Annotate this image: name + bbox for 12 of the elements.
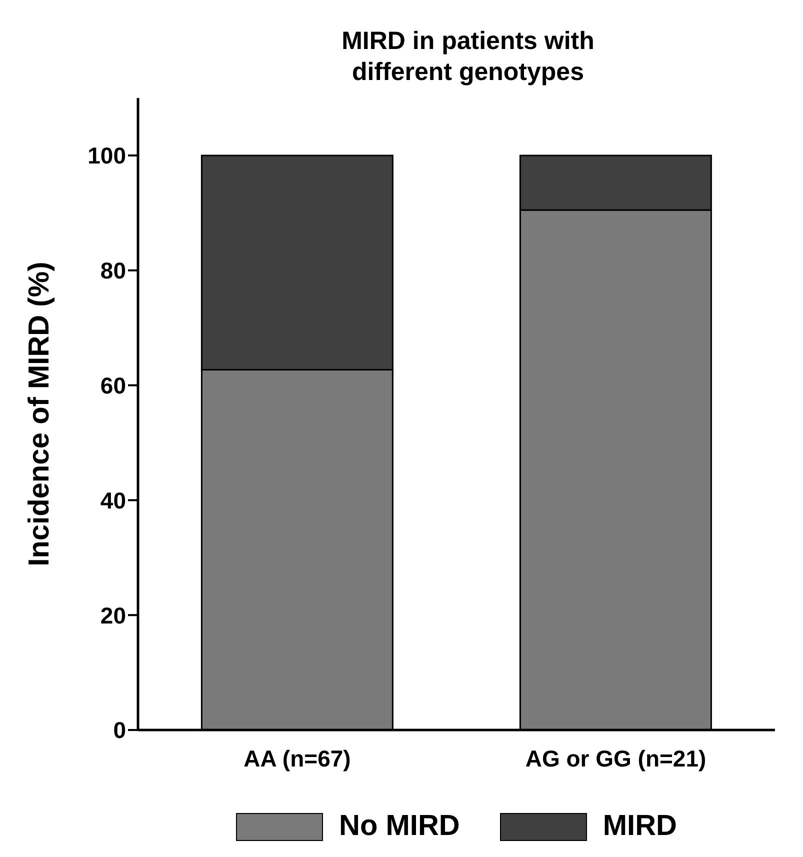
- chart-title: MIRD in patients with different genotypes: [340, 26, 596, 88]
- y-tick-label: 100: [88, 142, 126, 169]
- legend-label: No MIRD: [339, 810, 460, 843]
- y-tick-label: 20: [100, 602, 126, 628]
- y-tick-label: 40: [100, 487, 126, 514]
- y-axis-title: Incidence of MIRD (%): [23, 262, 56, 566]
- x-tick-label: AA (n=67): [244, 745, 351, 772]
- y-tick-label: 80: [100, 258, 126, 284]
- y-tick-label: 60: [100, 372, 126, 398]
- x-tick-label: AG or GG (n=21): [525, 745, 706, 772]
- y-tick-label: 0: [113, 717, 126, 744]
- legend-label: MIRD: [602, 810, 677, 843]
